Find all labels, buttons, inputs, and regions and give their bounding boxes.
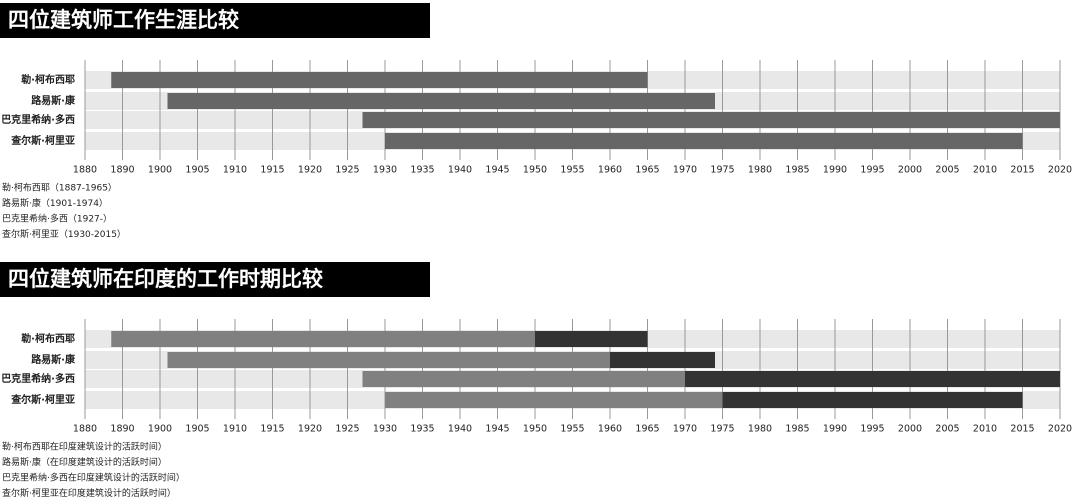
x-tick-label: 1935 [410, 424, 434, 435]
x-tick-label: 2010 [973, 424, 997, 435]
x-tick-label: 1950 [523, 424, 547, 435]
x-tick-label: 1950 [523, 165, 547, 176]
x-tick-label: 2005 [935, 424, 959, 435]
x-tick-label: 1955 [560, 424, 584, 435]
note: 勒·柯布西耶（1887-1965） [2, 182, 117, 194]
x-tick-label: 1900 [148, 424, 172, 435]
x-tick-label: 1980 [748, 424, 772, 435]
x-tick-label: 2005 [935, 165, 959, 176]
range-bar [167, 352, 610, 368]
x-tick-label: 2000 [898, 165, 922, 176]
x-tick-label: 2010 [973, 165, 997, 176]
x-tick-label: 1920 [298, 424, 322, 435]
x-tick-label: 1940 [448, 424, 472, 435]
x-tick-label: 1930 [373, 424, 397, 435]
note: 路易斯·康（1901-1974） [2, 197, 108, 209]
x-tick-label: 1890 [110, 424, 134, 435]
x-tick-label: 1985 [785, 165, 809, 176]
category-label: 勒·柯布西耶 [21, 332, 75, 345]
range-bar [685, 371, 1060, 387]
range-bar [535, 331, 648, 347]
x-tick-label: 1960 [598, 424, 622, 435]
x-tick-label: 1925 [335, 165, 359, 176]
category-label: 勒·柯布西耶 [21, 73, 75, 86]
range-bar [385, 392, 723, 408]
x-tick-label: 1960 [598, 165, 622, 176]
x-tick-label: 1995 [860, 165, 884, 176]
category-label: 查尔斯·柯里亚 [10, 393, 75, 406]
range-bar [362, 371, 685, 387]
range-bar [362, 112, 1060, 128]
range-bar [111, 72, 648, 88]
note: 路易斯·康（在印度建筑设计的活跃时间） [2, 456, 167, 468]
x-tick-label: 2020 [1048, 165, 1072, 176]
x-tick-label: 1940 [448, 165, 472, 176]
x-tick-label: 1930 [373, 165, 397, 176]
x-tick-label: 1970 [673, 424, 697, 435]
title-box [0, 3, 430, 38]
x-tick-label: 1975 [710, 424, 734, 435]
x-tick-label: 2015 [1010, 165, 1034, 176]
x-tick-label: 1910 [223, 424, 247, 435]
x-tick-label: 1980 [748, 165, 772, 176]
x-tick-label: 1925 [335, 424, 359, 435]
x-tick-label: 1945 [485, 424, 509, 435]
range-bar [385, 133, 1023, 149]
note: 查尔斯·柯里亚在印度建筑设计的活跃时间） [2, 487, 176, 499]
category-label: 巴克里希纳·多西 [1, 372, 75, 385]
note: 勒·柯布西耶在印度建筑设计的活跃时间） [2, 441, 167, 453]
x-tick-label: 1945 [485, 165, 509, 176]
x-tick-label: 1965 [635, 424, 659, 435]
x-tick-label: 1905 [185, 424, 209, 435]
x-tick-label: 1955 [560, 165, 584, 176]
range-bar [610, 352, 715, 368]
x-tick-label: 1880 [73, 165, 97, 176]
title-box [0, 262, 430, 297]
x-tick-label: 1890 [110, 165, 134, 176]
x-tick-label: 1905 [185, 165, 209, 176]
category-label: 路易斯·康 [31, 94, 76, 107]
x-tick-label: 1990 [823, 424, 847, 435]
note: 查尔斯·柯里亚（1930-2015） [2, 228, 126, 240]
x-tick-label: 1970 [673, 165, 697, 176]
note: 巴克里希纳·多西在印度建筑设计的活跃时间） [2, 472, 185, 484]
x-tick-label: 2000 [898, 424, 922, 435]
x-tick-label: 1910 [223, 165, 247, 176]
x-tick-label: 1975 [710, 165, 734, 176]
x-tick-label: 1985 [785, 424, 809, 435]
category-label: 巴克里希纳·多西 [1, 113, 75, 126]
range-bar [722, 392, 1023, 408]
category-label: 查尔斯·柯里亚 [10, 134, 75, 147]
x-tick-label: 1995 [860, 424, 884, 435]
x-tick-label: 1880 [73, 424, 97, 435]
chart-title: 四位建筑师工作生涯比较 [8, 8, 239, 32]
range-bar [111, 331, 535, 347]
x-tick-label: 2020 [1048, 424, 1072, 435]
range-bar [167, 93, 715, 109]
x-tick-label: 1990 [823, 165, 847, 176]
category-label: 路易斯·康 [31, 353, 76, 366]
x-tick-label: 1915 [260, 424, 284, 435]
x-tick-label: 2015 [1010, 424, 1034, 435]
x-tick-label: 1935 [410, 165, 434, 176]
note: 巴克里希纳·多西（1927-） [2, 213, 112, 225]
x-tick-label: 1900 [148, 165, 172, 176]
x-tick-label: 1965 [635, 165, 659, 176]
x-tick-label: 1915 [260, 165, 284, 176]
x-tick-label: 1920 [298, 165, 322, 176]
chart-title: 四位建筑师在印度的工作时期比较 [8, 267, 323, 291]
